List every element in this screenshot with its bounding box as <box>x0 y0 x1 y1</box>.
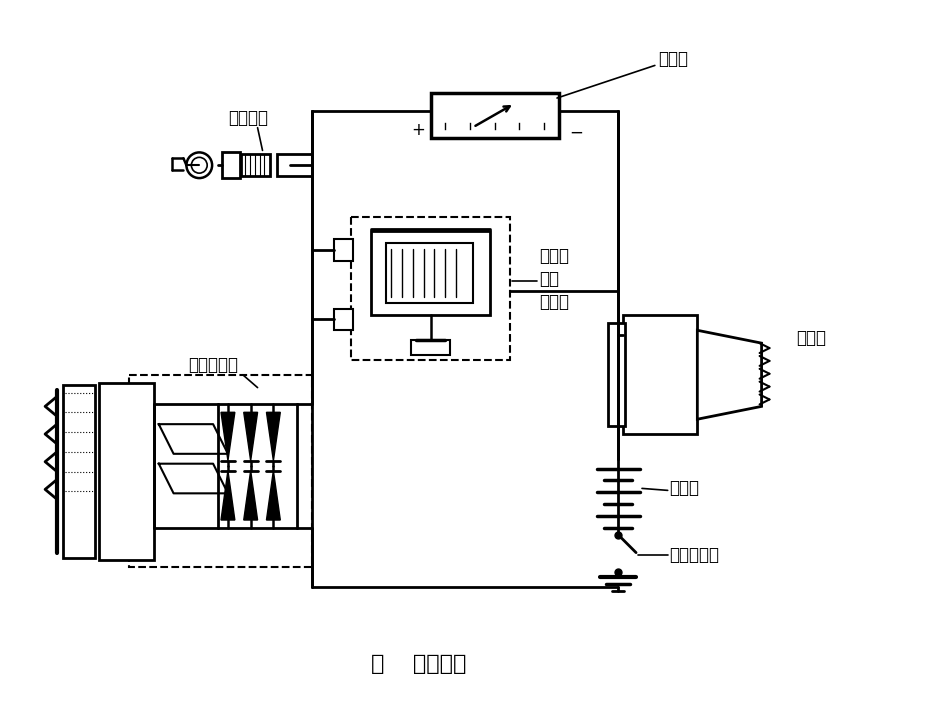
Text: 交流发电机: 交流发电机 <box>188 356 238 374</box>
Text: 调节器: 调节器 <box>539 292 569 311</box>
Bar <box>386 244 473 302</box>
Bar <box>222 152 240 178</box>
Polygon shape <box>266 471 281 520</box>
Bar <box>334 309 354 331</box>
Bar <box>334 239 354 261</box>
Text: +: + <box>411 120 426 139</box>
Text: 电压: 电压 <box>539 270 559 288</box>
Bar <box>241 154 270 176</box>
Text: 蓄电池: 蓄电池 <box>669 479 700 498</box>
Bar <box>352 217 510 360</box>
Text: 电流表: 电流表 <box>658 50 688 67</box>
Polygon shape <box>221 471 235 520</box>
Text: 电源总开关: 电源总开关 <box>669 546 720 564</box>
Text: 起动机: 起动机 <box>796 329 826 347</box>
Bar <box>430 93 559 137</box>
Text: −: − <box>569 124 583 142</box>
Text: 振动式: 振动式 <box>539 247 569 266</box>
Polygon shape <box>244 412 258 461</box>
Bar <box>623 316 698 434</box>
Polygon shape <box>221 412 235 461</box>
Bar <box>63 384 95 558</box>
Bar <box>278 154 312 176</box>
Bar <box>129 375 312 567</box>
Polygon shape <box>244 471 258 520</box>
Text: 点火开关: 点火开关 <box>228 109 267 127</box>
Text: 图    电源电路: 图 电源电路 <box>372 654 466 674</box>
Polygon shape <box>266 412 281 461</box>
Bar <box>410 340 450 355</box>
Polygon shape <box>698 331 761 419</box>
Bar <box>372 232 490 316</box>
Bar <box>609 324 625 426</box>
Bar <box>100 382 154 559</box>
